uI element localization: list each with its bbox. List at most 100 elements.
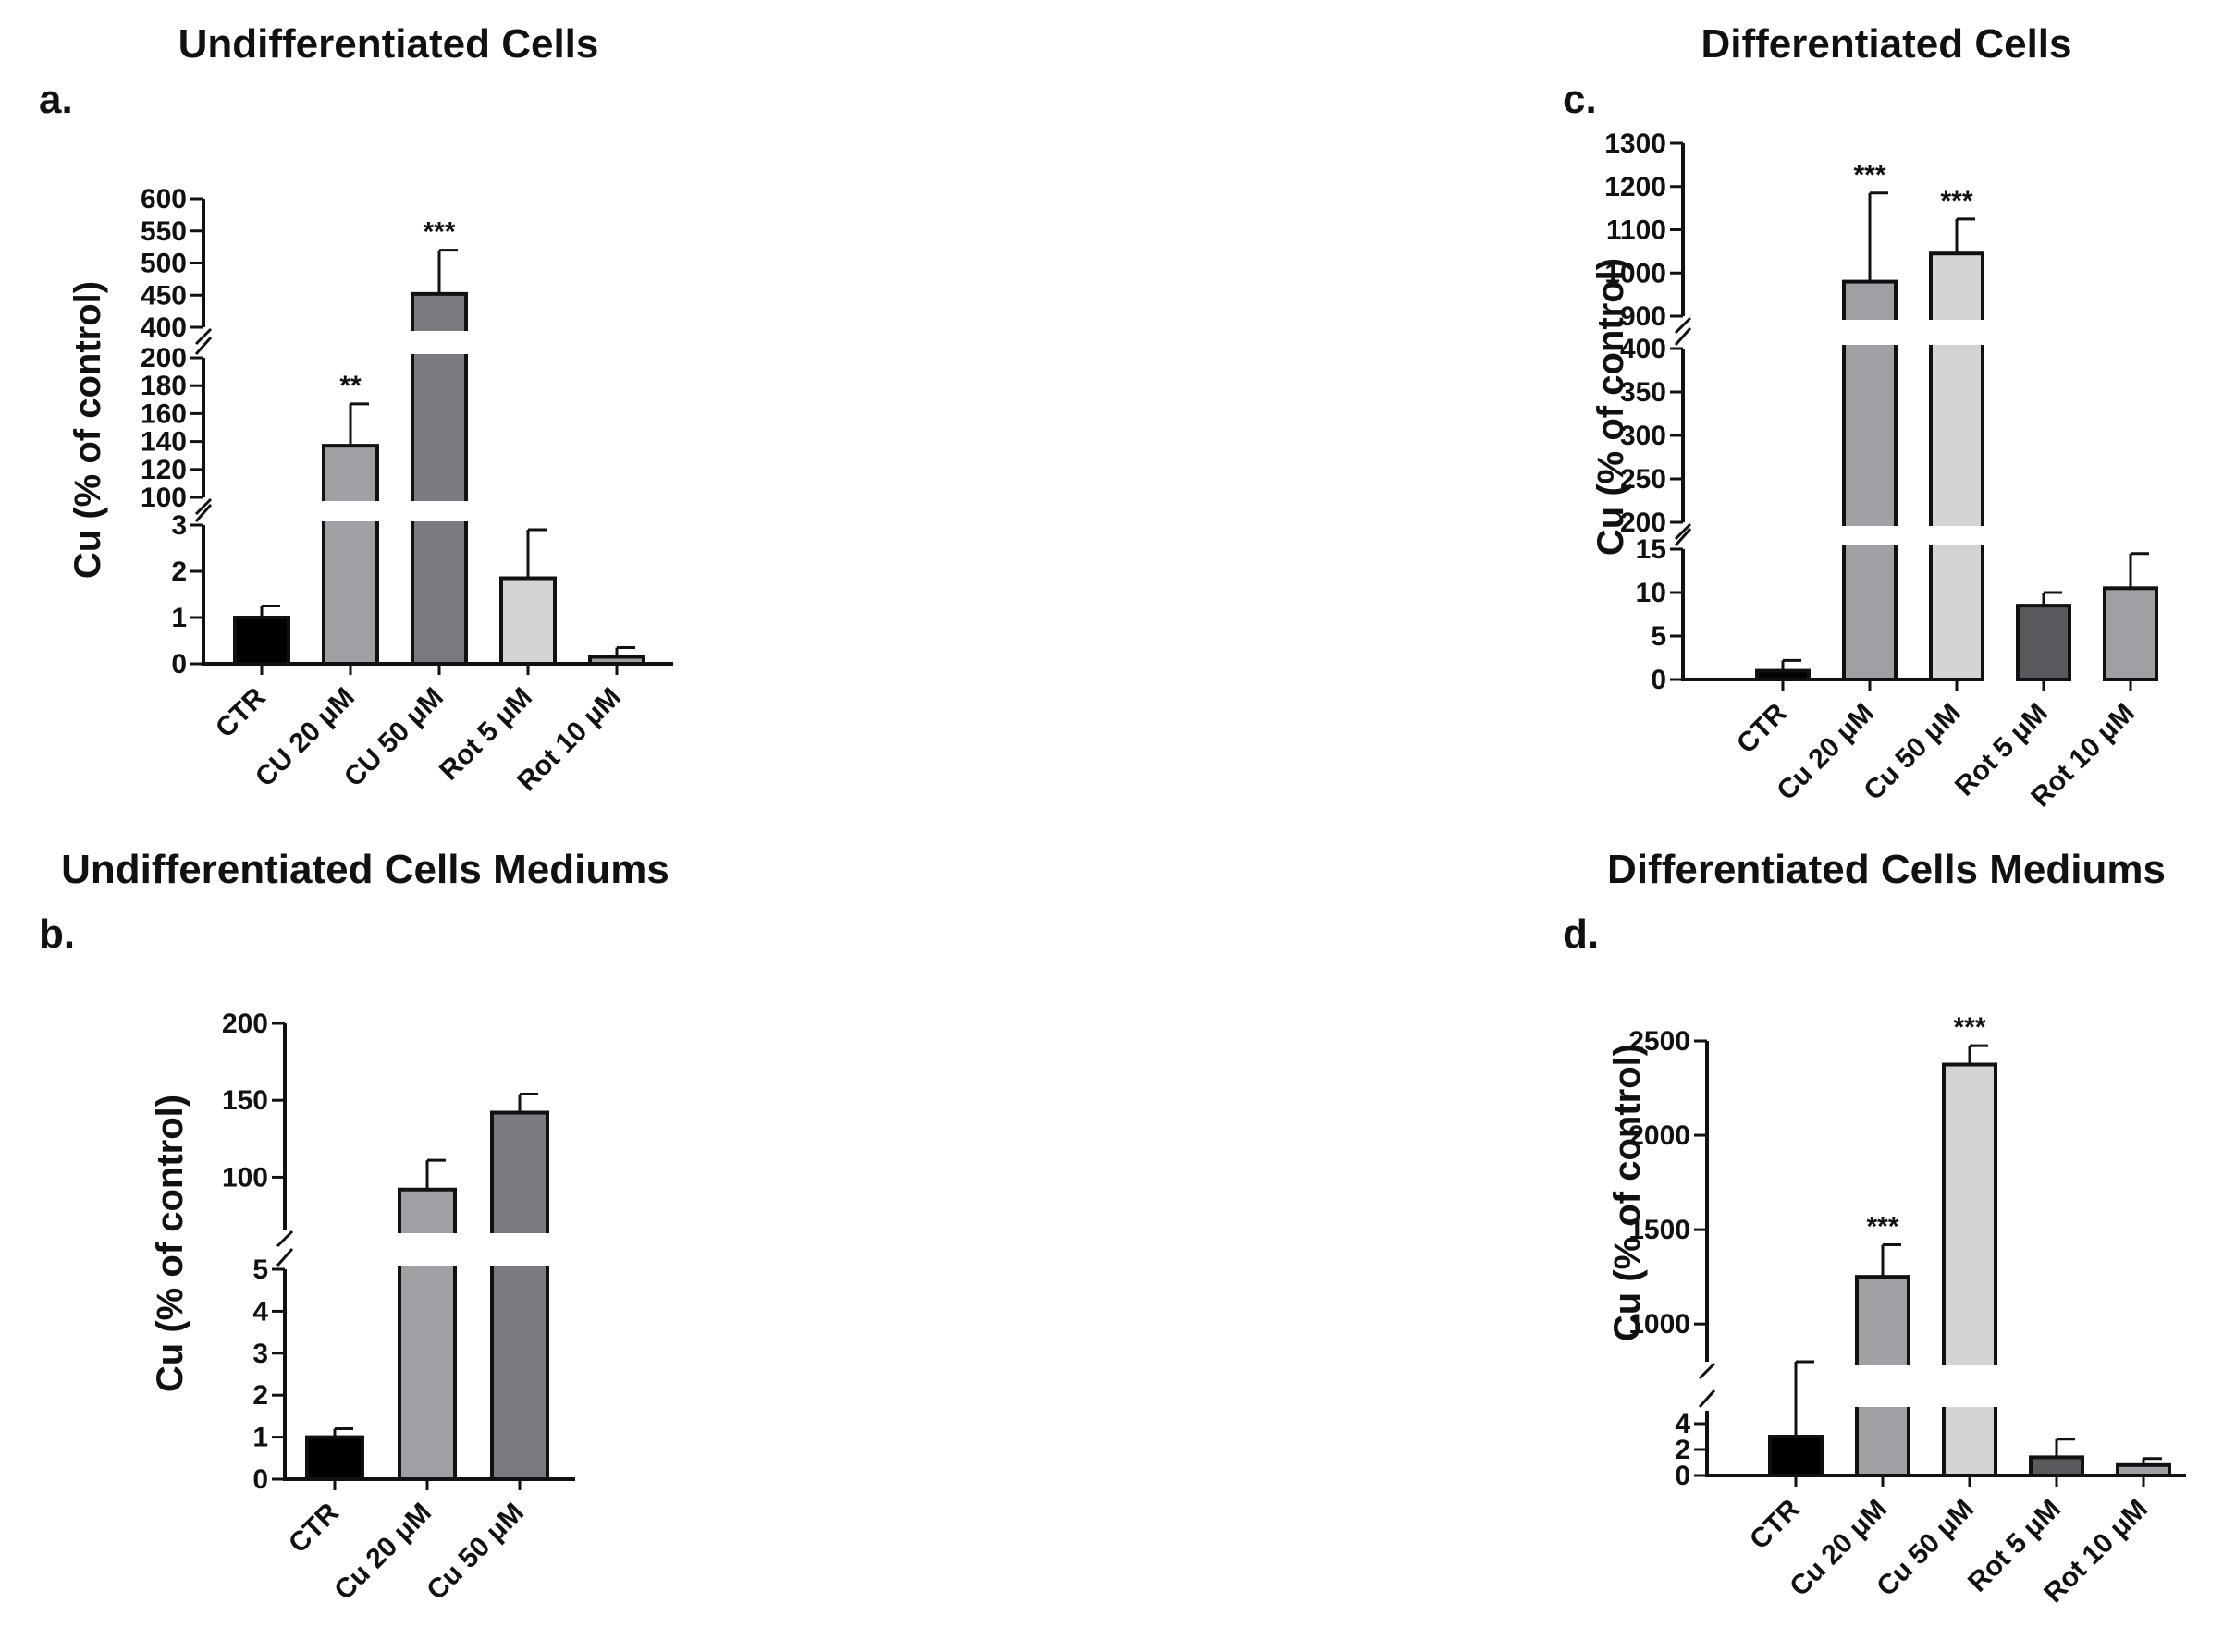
y-tick-label: 550 — [141, 216, 187, 247]
y-tick-label: 2 — [252, 1380, 268, 1411]
chart-panel-c: Differentiated Cells c. Cu (% of control) 0… — [1563, 21, 2158, 813]
y-tick-label: 10 — [1636, 578, 1666, 608]
axis-break-mark — [1674, 316, 1692, 335]
y-tick-label: 2 — [1675, 1435, 1690, 1465]
significance-marker: *** — [1853, 160, 1885, 190]
y-tick-label: 200 — [222, 1009, 268, 1039]
y-tick-label: 500 — [141, 249, 187, 279]
bar — [305, 1435, 364, 1481]
y-tick-label: 1000 — [1628, 1309, 1690, 1340]
panel-label: b. — [39, 912, 75, 957]
y-tick-label: 1000 — [1604, 258, 1666, 288]
y-axis-label: Cu (% of control) — [68, 281, 108, 579]
y-tick-label: 3 — [252, 1339, 268, 1369]
y-tick-label: 600 — [141, 184, 187, 214]
axis-break-mark — [1674, 522, 1692, 541]
x-tick-label: Cu 20 μM — [328, 1498, 437, 1607]
y-tick-label: 2 — [171, 557, 187, 587]
y-tick-label: 0 — [171, 649, 187, 679]
y-tick-label: 4 — [1675, 1409, 1690, 1439]
axis-break-mark — [194, 497, 213, 516]
bar-break-gap — [394, 1233, 461, 1266]
axis-break-mark — [1674, 327, 1692, 346]
axis-break-mark — [1698, 1389, 1716, 1408]
panel-label: d. — [1563, 912, 1599, 957]
y-tick-label: 350 — [1620, 377, 1666, 408]
bar — [398, 1187, 457, 1481]
x-tick-label: Cu 50 μM — [421, 1498, 530, 1607]
bar — [1755, 668, 1811, 681]
y-tick-label: 4 — [252, 1296, 268, 1327]
y-tick-label: 100 — [141, 483, 187, 513]
bar — [233, 616, 290, 666]
chart-panel-a: Undifferentiated Cells a. Cu (% of control… — [39, 21, 673, 797]
y-tick-label: 5 — [1651, 621, 1666, 652]
bar-break-gap — [318, 501, 383, 521]
y-tick-label: 200 — [1620, 508, 1666, 538]
bar — [411, 291, 468, 666]
bar-break-gap — [407, 331, 472, 354]
bar — [1942, 1062, 1997, 1477]
axis-break-mark — [194, 327, 213, 346]
chart-title: Differentiated Cells — [1701, 21, 2072, 67]
y-tick-label: 120 — [141, 455, 187, 485]
y-tick-label: 1 — [171, 603, 187, 633]
y-tick-label: 1 — [252, 1423, 268, 1453]
y-tick-label: 1100 — [1606, 215, 1666, 246]
panel-label: c. — [1563, 77, 1597, 122]
significance-marker: ** — [339, 371, 362, 401]
bar — [588, 655, 645, 666]
y-tick-label: 900 — [1620, 301, 1666, 332]
y-tick-label: 150 — [222, 1085, 268, 1116]
axis-break-mark — [276, 1248, 294, 1267]
bar — [2103, 586, 2158, 681]
y-tick-label: 200 — [141, 343, 187, 373]
significance-marker: *** — [1866, 1211, 1898, 1242]
y-tick-label: 140 — [141, 427, 187, 458]
axis-break-mark — [276, 1230, 294, 1248]
significance-marker: *** — [423, 217, 455, 248]
axis-break-mark — [1674, 528, 1692, 546]
panel-label: a. — [39, 77, 73, 122]
bar — [1929, 251, 1984, 681]
bar — [499, 576, 557, 666]
y-tick-label: 100 — [222, 1162, 268, 1193]
chart-title: Differentiated Cells Mediums — [1607, 847, 2166, 892]
chart-title: Undifferentiated Cells — [178, 21, 599, 67]
y-tick-label: 0 — [1675, 1461, 1690, 1491]
y-tick-label: 0 — [1651, 665, 1666, 695]
y-tick-label: 3 — [171, 510, 187, 541]
y-tick-label: 2500 — [1628, 1026, 1690, 1057]
chart-panel-b: Undifferentiated Cells Mediums b. Cu (% of… — [39, 847, 669, 1606]
bar-break-gap — [1938, 1365, 2001, 1407]
y-tick-label: 15 — [1636, 534, 1666, 565]
y-tick-label: 400 — [141, 312, 187, 343]
y-axis-label: Cu (% of control) — [1607, 1044, 1648, 1341]
x-tick-label: CTR — [210, 681, 272, 743]
y-tick-label: 400 — [1620, 334, 1666, 364]
significance-marker: *** — [1953, 1012, 1985, 1043]
y-tick-label: 450 — [141, 280, 187, 311]
bar-break-gap — [486, 1233, 553, 1266]
y-axis-label: Cu (% of control) — [1590, 258, 1631, 556]
axis-break-mark — [194, 337, 213, 355]
y-tick-label: 250 — [1620, 464, 1666, 495]
y-tick-label: 160 — [141, 398, 187, 429]
bar-break-gap — [407, 501, 472, 521]
bar-break-gap — [1925, 320, 1988, 345]
bar — [2016, 604, 2071, 681]
y-tick-label: 180 — [141, 371, 187, 401]
bar — [1768, 1435, 1824, 1477]
y-tick-label: 1500 — [1628, 1215, 1690, 1245]
x-tick-label: CTR — [1731, 697, 1793, 759]
chart-title: Undifferentiated Cells Mediums — [61, 847, 669, 892]
bar — [2029, 1455, 2084, 1478]
bar — [322, 444, 379, 666]
x-tick-label: CTR — [283, 1497, 345, 1559]
axis-break-mark — [1698, 1362, 1716, 1380]
y-tick-label: 0 — [252, 1464, 268, 1495]
bar-break-gap — [1838, 526, 1901, 545]
